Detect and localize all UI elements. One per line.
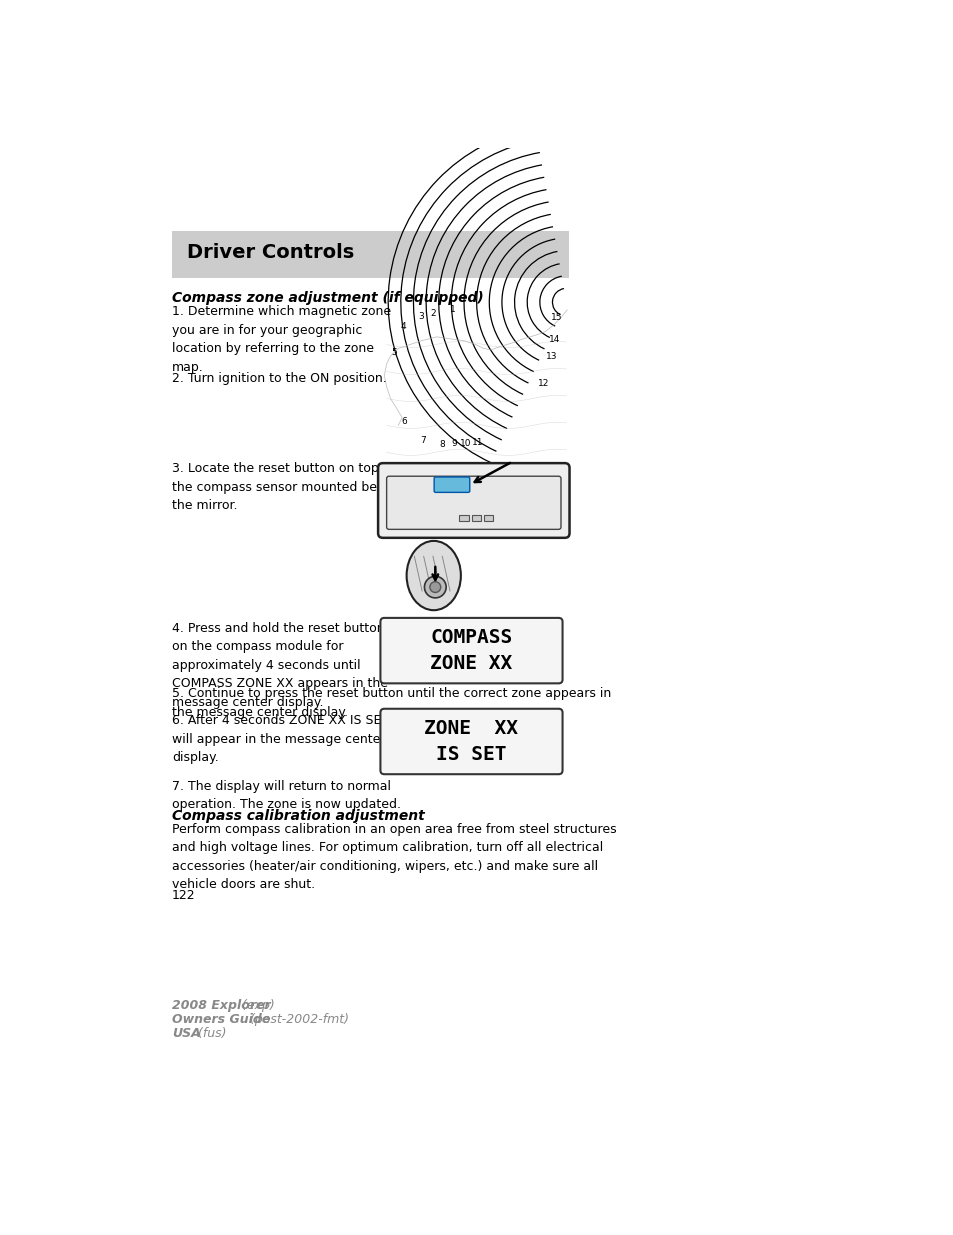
Text: (fus): (fus) — [193, 1026, 226, 1040]
Text: 2: 2 — [430, 309, 436, 319]
Text: 7: 7 — [419, 436, 425, 446]
Text: 122: 122 — [172, 889, 195, 902]
Text: 8: 8 — [439, 440, 445, 450]
FancyBboxPatch shape — [377, 463, 569, 537]
Text: 2008 Explorer: 2008 Explorer — [172, 999, 271, 1011]
Text: 1. Determine which magnetic zone
you are in for your geographic
location by refe: 1. Determine which magnetic zone you are… — [172, 305, 391, 374]
Bar — [471, 515, 480, 521]
Text: USA: USA — [172, 1026, 200, 1040]
Bar — [483, 515, 493, 521]
FancyBboxPatch shape — [434, 477, 469, 493]
Bar — [172, 231, 568, 278]
Ellipse shape — [406, 541, 460, 610]
Text: ZONE  XX
IS SET: ZONE XX IS SET — [424, 719, 517, 764]
Text: 11: 11 — [472, 438, 483, 447]
FancyBboxPatch shape — [386, 477, 560, 530]
Text: Driver Controls: Driver Controls — [187, 242, 355, 262]
Text: (exp): (exp) — [237, 999, 274, 1011]
Text: Perform compass calibration in an open area free from steel structures
and high : Perform compass calibration in an open a… — [172, 823, 616, 892]
Bar — [458, 515, 468, 521]
Text: 7. The display will return to normal
operation. The zone is now updated.: 7. The display will return to normal ope… — [172, 779, 400, 811]
Text: 4. Press and hold the reset button
on the compass module for
approximately 4 sec: 4. Press and hold the reset button on th… — [172, 621, 388, 709]
Text: 14: 14 — [549, 335, 560, 343]
Text: 4: 4 — [400, 322, 406, 331]
Text: 13: 13 — [545, 352, 557, 361]
Text: (post-2002-fmt): (post-2002-fmt) — [245, 1013, 348, 1026]
Text: Compass zone adjustment (if equipped): Compass zone adjustment (if equipped) — [172, 291, 483, 305]
Text: 1: 1 — [449, 305, 455, 315]
Text: 3: 3 — [418, 311, 424, 321]
Circle shape — [430, 582, 440, 593]
Text: 2. Turn ignition to the ON position.: 2. Turn ignition to the ON position. — [172, 372, 386, 384]
FancyBboxPatch shape — [380, 618, 562, 683]
Circle shape — [424, 577, 446, 598]
FancyBboxPatch shape — [380, 709, 562, 774]
Text: COMPASS
ZONE XX: COMPASS ZONE XX — [430, 629, 512, 673]
Text: 9: 9 — [451, 440, 456, 448]
Text: 6: 6 — [401, 417, 407, 426]
Text: 5. Continue to press the reset button until the correct zone appears in
the mess: 5. Continue to press the reset button un… — [172, 687, 611, 719]
Text: 10: 10 — [459, 438, 471, 447]
Text: 3. Locate the reset button on top of
the compass sensor mounted behind
the mirro: 3. Locate the reset button on top of the… — [172, 462, 404, 513]
Text: 5: 5 — [391, 348, 396, 357]
Text: 12: 12 — [537, 379, 549, 388]
Text: 6. After 4 seconds ZONE XX IS SET
will appear in the message center
display.: 6. After 4 seconds ZONE XX IS SET will a… — [172, 714, 389, 764]
Text: 15: 15 — [551, 314, 562, 322]
Text: Compass calibration adjustment: Compass calibration adjustment — [172, 809, 424, 823]
Text: Owners Guide: Owners Guide — [172, 1013, 270, 1026]
